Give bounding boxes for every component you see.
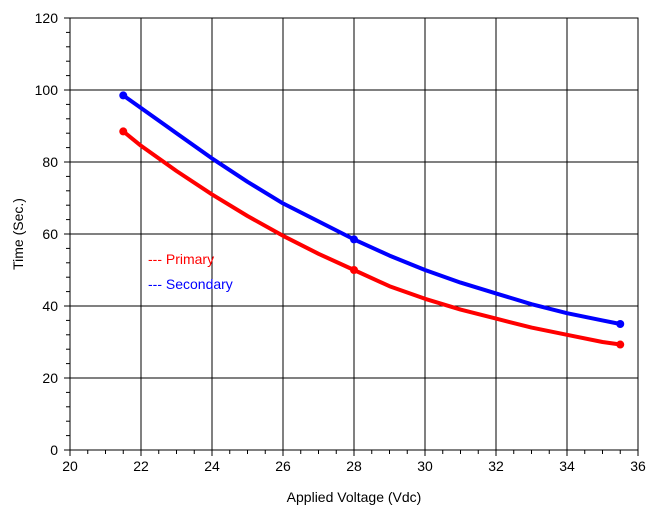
data-point-primary: [350, 266, 358, 274]
x-tick-label: 32: [488, 458, 504, 474]
data-point-secondary: [350, 235, 358, 244]
data-point-secondary: [119, 91, 128, 100]
series-line-primary: [121, 129, 623, 347]
y-tick-label: 120: [35, 10, 59, 26]
y-axis-title: Time (Sec.): [10, 198, 26, 270]
x-tick-label: 34: [559, 458, 575, 474]
data-point-primary: [616, 340, 625, 349]
y-tick-label: 80: [42, 154, 58, 170]
plot-frame: [69, 17, 639, 451]
x-tick-label: 22: [133, 458, 149, 474]
data-point-secondary: [616, 320, 625, 328]
x-tick-label: 30: [417, 458, 433, 474]
grid: [69, 17, 639, 451]
legend: --- Primary --- Secondary: [148, 251, 233, 292]
series-line-secondary: [121, 93, 623, 326]
legend-item-primary: --- Primary: [148, 251, 214, 267]
data-point-primary: [119, 127, 128, 136]
series: [119, 91, 625, 349]
y-tick-label: 0: [50, 442, 58, 458]
x-tick-label: 36: [630, 458, 646, 474]
legend-item-secondary: --- Secondary: [148, 276, 233, 292]
y-tick-label: 60: [42, 226, 58, 242]
y-tick-label: 20: [42, 370, 58, 386]
y-tick-label: 100: [35, 82, 59, 98]
x-axis-title: Applied Voltage (Vdc): [287, 489, 422, 505]
x-tick-label: 20: [62, 458, 78, 474]
minor-ticks: [64, 17, 639, 456]
x-tick-label: 24: [204, 458, 220, 474]
x-tick-label: 26: [275, 458, 291, 474]
x-tick-label: 28: [346, 458, 362, 474]
y-tick-label: 40: [42, 298, 58, 314]
